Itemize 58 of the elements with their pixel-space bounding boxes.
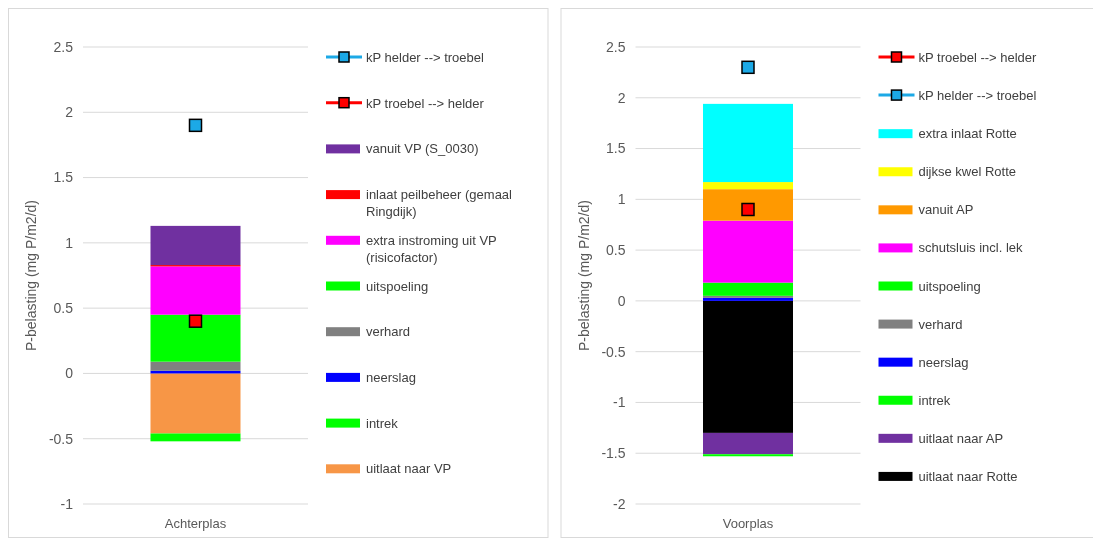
legend-label: uitspoeling <box>366 278 429 294</box>
y-tick-label: -1 <box>613 394 626 411</box>
bar <box>703 282 793 296</box>
y-tick-label: -1 <box>60 495 74 512</box>
legend-label: verhard <box>918 316 963 332</box>
legend-label: uitlaat naar AP <box>918 430 1004 446</box>
y-tick-label: -1.5 <box>601 445 626 462</box>
bar <box>150 433 241 442</box>
bar <box>703 300 793 433</box>
legend-label: kP helder --> troebel <box>366 50 485 65</box>
bar <box>150 361 241 371</box>
y-tick-label: -2 <box>613 495 626 512</box>
bar <box>703 182 793 190</box>
y-tick-label: 1.5 <box>606 140 626 157</box>
bar <box>703 432 793 455</box>
y-tick-label: 0 <box>65 365 74 382</box>
bar <box>703 220 793 283</box>
y-tick-label: 0 <box>617 292 626 309</box>
legend-label: verhard <box>366 324 411 340</box>
y-tick-label: 2 <box>65 104 74 121</box>
legend-label: neerslag <box>918 354 969 370</box>
legend-label: uitlaat naar Rotte <box>918 468 1018 484</box>
y-tick-label: 1 <box>617 191 626 208</box>
y-tick-label: 2.5 <box>53 38 74 55</box>
bar <box>150 373 241 434</box>
legend-label: neerslag <box>366 369 416 385</box>
y-tick-label: -0.5 <box>601 343 626 360</box>
y-tick-label: -0.5 <box>48 430 74 447</box>
legend-label: kP troebel --> helder <box>918 50 1038 65</box>
y-axis-title: P-belasting (mg P/m2/d) <box>575 200 592 351</box>
y-tick-label: 0.5 <box>53 300 74 317</box>
bar <box>150 266 241 315</box>
legend-label: uitspoeling <box>918 278 981 294</box>
bar <box>150 225 241 266</box>
y-tick-label: 2 <box>617 89 626 106</box>
y-tick-label: 2.5 <box>606 38 626 55</box>
legend-label: vanuit VP (S_0030) <box>366 141 479 157</box>
y-axis-title: P-belasting (mg P/m2/d) <box>23 200 39 351</box>
legend-label: dijkse kwel Rotte <box>918 164 1017 180</box>
bar <box>703 103 793 183</box>
legend-label: intrek <box>366 415 399 431</box>
legend-label: kP helder --> troebel <box>918 88 1037 104</box>
y-tick-label: 1 <box>65 234 74 251</box>
y-tick-label: 1.5 <box>53 169 74 186</box>
legend-label: uitlaat naar VP <box>366 461 452 477</box>
legend-label: kP troebel --> helder <box>366 95 485 111</box>
legend-label: extra inlaat Rotte <box>918 126 1017 142</box>
x-tick-label: Voorplas <box>722 516 774 531</box>
legend-label: extra instroming uit VP (risicofactor) <box>366 232 497 265</box>
legend-label: inlaat peilbeheer (gemaal Ringdijk) <box>366 187 513 220</box>
y-tick-label: 0.5 <box>606 242 626 259</box>
bar <box>703 189 793 221</box>
legend-label: schutsluis incl. lek <box>918 240 1024 256</box>
legend-label: intrek <box>918 392 951 408</box>
bar <box>150 314 241 362</box>
x-tick-label: Achterplas <box>164 516 227 531</box>
bar <box>703 454 793 457</box>
legend-label: vanuit AP <box>918 202 974 218</box>
